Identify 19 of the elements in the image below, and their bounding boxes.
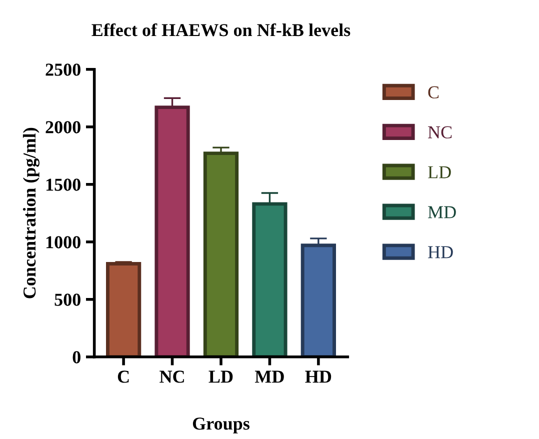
y-tick-label: 1000 (46, 236, 80, 248)
legend-label: LD (428, 166, 451, 178)
y-tick-label: 0 (72, 351, 80, 364)
legend-label: NC (428, 126, 452, 138)
y-tick-label: 2500 (46, 64, 80, 76)
x-tick-label: HD (305, 370, 332, 383)
legend-label: MD (428, 206, 456, 218)
y-tick-label: 500 (54, 294, 80, 306)
x-tick-label: C (118, 370, 129, 383)
legend-label: C (428, 86, 439, 98)
legend-label: HD (428, 246, 453, 258)
y-axis-title: Concentration (pg/ml) (22, 128, 40, 298)
x-tick-label: NC (160, 370, 184, 383)
x-tick-label: LD (208, 370, 233, 383)
x-axis-title: Groups (192, 418, 250, 434)
x-tick-label: MD (254, 370, 284, 383)
chart-title: Effect of HAEWS on Nf-kB levels (92, 23, 350, 36)
y-tick-label: 1500 (46, 178, 80, 191)
y-tick-label: 2000 (46, 121, 80, 134)
